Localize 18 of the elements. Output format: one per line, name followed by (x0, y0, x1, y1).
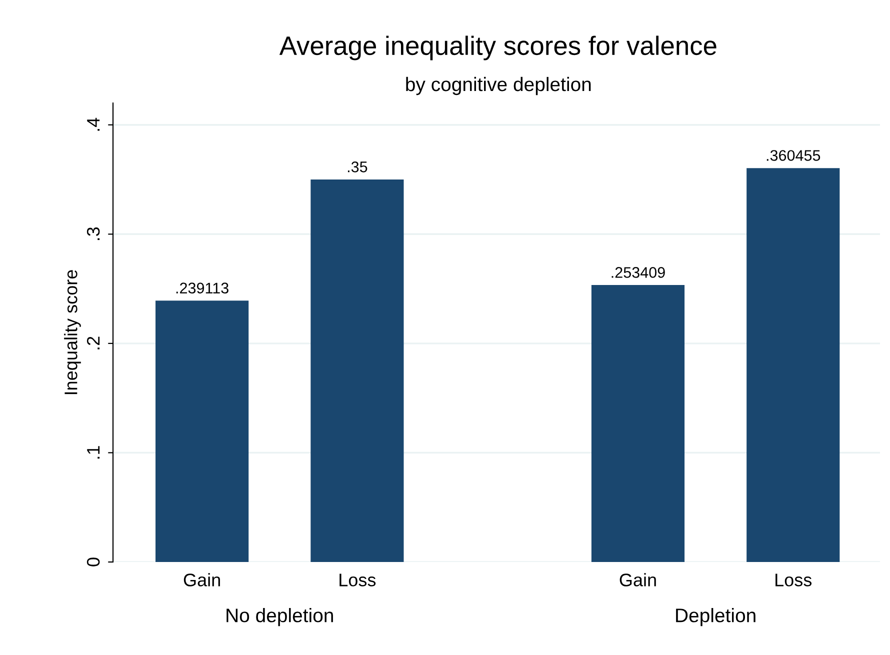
chart-title: Average inequality scores for valence (279, 36, 716, 60)
y-tick-label: .1 (87, 446, 100, 459)
text: Depletion (676, 608, 756, 626)
x-tick-label: Gain (620, 573, 656, 586)
data-label: .253409 (612, 267, 665, 278)
y-tick-label: .2 (86, 336, 100, 350)
x-tick-label: Loss (340, 574, 376, 586)
data-label: .35 (348, 161, 368, 172)
y-axis-title: Inequality score (64, 270, 81, 394)
data-label: .360455 (766, 150, 820, 161)
x-tick-label: Gain (184, 573, 220, 586)
x-tick-label: Loss (776, 574, 812, 586)
text: No depletion (226, 608, 333, 626)
y-tick-label: 0 (86, 558, 100, 566)
y-tick-label: .3 (86, 227, 100, 240)
data-label: .239113 (176, 282, 228, 294)
y-tick-label: .4 (87, 118, 100, 131)
chart-subtitle: by cognitive depletion (406, 76, 591, 96)
